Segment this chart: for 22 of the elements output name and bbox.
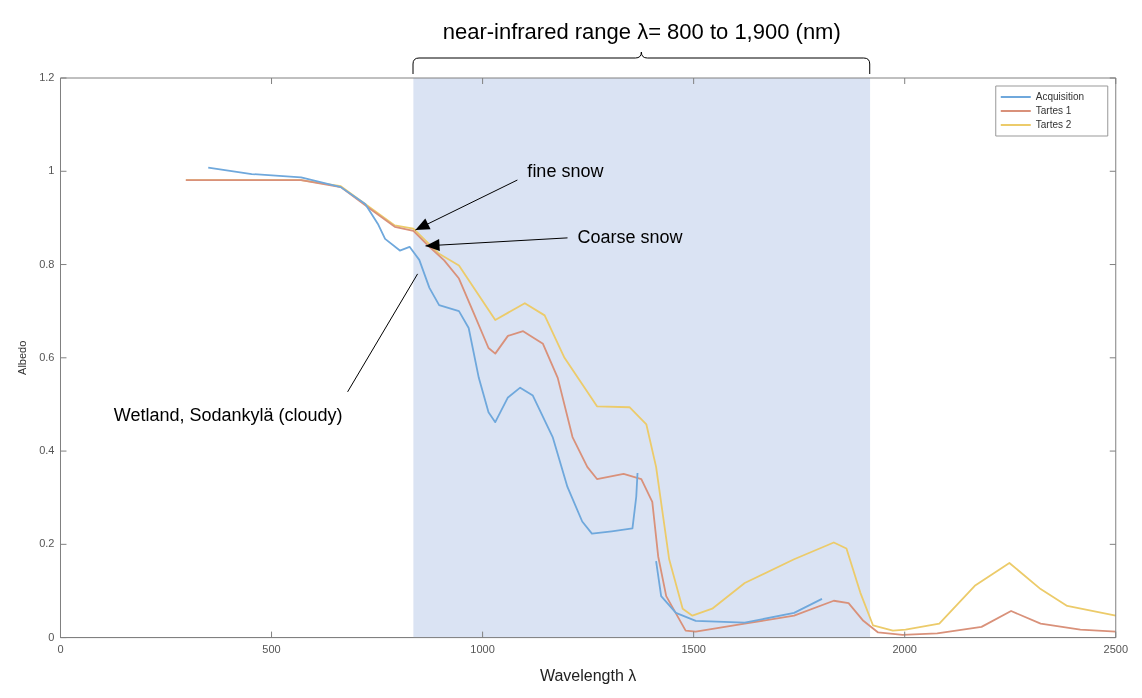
y-tick-label: 0.6 xyxy=(39,350,55,363)
band-label: near-infrared range λ= 800 to 1,900 (nm) xyxy=(442,19,841,45)
x-tick-label: 0 xyxy=(57,643,64,656)
x-tick-label: 2000 xyxy=(892,643,917,656)
y-axis-title: Albedo xyxy=(15,340,28,375)
x-tick-label: 500 xyxy=(262,643,281,656)
x-tick-label: 2500 xyxy=(1103,643,1129,656)
annotation: fine snow xyxy=(527,160,605,181)
y-tick-label: 0.8 xyxy=(39,257,55,270)
x-tick-label: 1500 xyxy=(681,643,706,656)
annotation: Coarse snow xyxy=(577,226,684,247)
annotation: Wetland, Sodankylä (cloudy) xyxy=(113,404,343,425)
y-tick-label: 1 xyxy=(48,164,55,177)
x-tick-label: 1000 xyxy=(470,643,495,656)
y-tick-label: 1.2 xyxy=(39,71,55,84)
legend-label: Tartes 2 xyxy=(1035,118,1072,130)
y-tick-label: 0.4 xyxy=(39,444,55,457)
x-axis-title: Wavelength λ xyxy=(539,666,637,684)
legend-label: Tartes 1 xyxy=(1035,104,1072,116)
y-tick-label: 0 xyxy=(48,630,55,643)
y-tick-label: 0.2 xyxy=(39,537,55,550)
legend-label: Acquisition xyxy=(1035,90,1085,102)
